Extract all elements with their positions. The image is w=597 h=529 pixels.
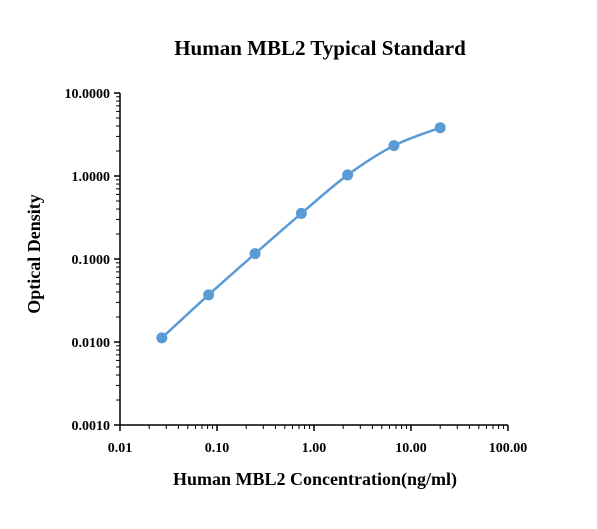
data-point: [342, 169, 354, 181]
y-tick-label: 0.1000: [72, 253, 111, 268]
data-point: [388, 140, 400, 152]
x-tick-label: 0.10: [205, 441, 230, 456]
data-point: [249, 248, 261, 260]
x-axis-label: Human MBL2 Concentration(ng/ml): [173, 469, 457, 490]
data-point: [156, 332, 168, 344]
data-point: [434, 122, 446, 134]
x-tick-label: 100.00: [489, 441, 528, 456]
y-tick-label: 0.0010: [72, 419, 111, 434]
y-tick-label: 10.0000: [65, 87, 111, 102]
x-tick-label: 0.01: [108, 441, 133, 456]
data-point: [295, 207, 307, 219]
x-tick-label: 10.00: [395, 441, 427, 456]
fit-curve: [160, 126, 441, 339]
y-tick-label: 1.0000: [72, 170, 111, 185]
y-axis-label: Optical Density: [24, 194, 44, 314]
y-tick-label: 0.0100: [72, 336, 111, 351]
axes: 0.01 0.10 1.00 10.00 100.00 0.0010 0.0100 0.100…: [65, 87, 528, 456]
chart-title: Human MBL2 Typical Standard: [174, 36, 466, 60]
plot-area: [156, 122, 446, 344]
data-point: [203, 289, 215, 301]
x-tick-label: 1.00: [302, 441, 327, 456]
